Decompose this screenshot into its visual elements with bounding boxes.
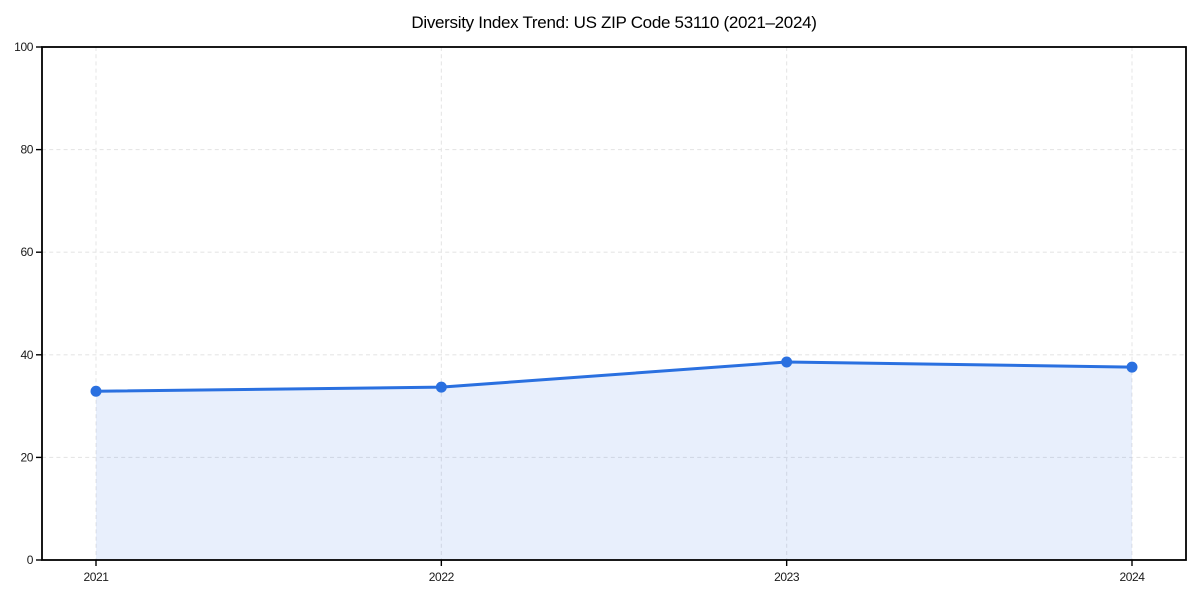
y-tick-label: 0 — [27, 553, 34, 567]
y-tick-label: 80 — [20, 143, 33, 157]
x-tick-label: 2024 — [1119, 570, 1145, 584]
trend-line — [94, 360, 1134, 393]
x-tick-label: 2023 — [774, 570, 800, 584]
data-point-2024 — [1126, 361, 1138, 373]
area-fill — [96, 361, 1132, 560]
chart-title: Diversity Index Trend: US ZIP Code 53110… — [411, 13, 817, 32]
x-tick-label: 2021 — [83, 570, 109, 584]
y-tick-label: 20 — [20, 450, 33, 464]
y-tick-label: 60 — [20, 245, 33, 259]
y-tick-label: 100 — [14, 40, 34, 54]
data-point-2023 — [781, 356, 793, 368]
x-tick-label: 2022 — [429, 570, 455, 584]
data-point-2022 — [435, 381, 447, 393]
data-point-2021 — [90, 385, 102, 397]
y-tick-label: 40 — [20, 348, 33, 362]
plot-border — [41, 46, 1187, 561]
